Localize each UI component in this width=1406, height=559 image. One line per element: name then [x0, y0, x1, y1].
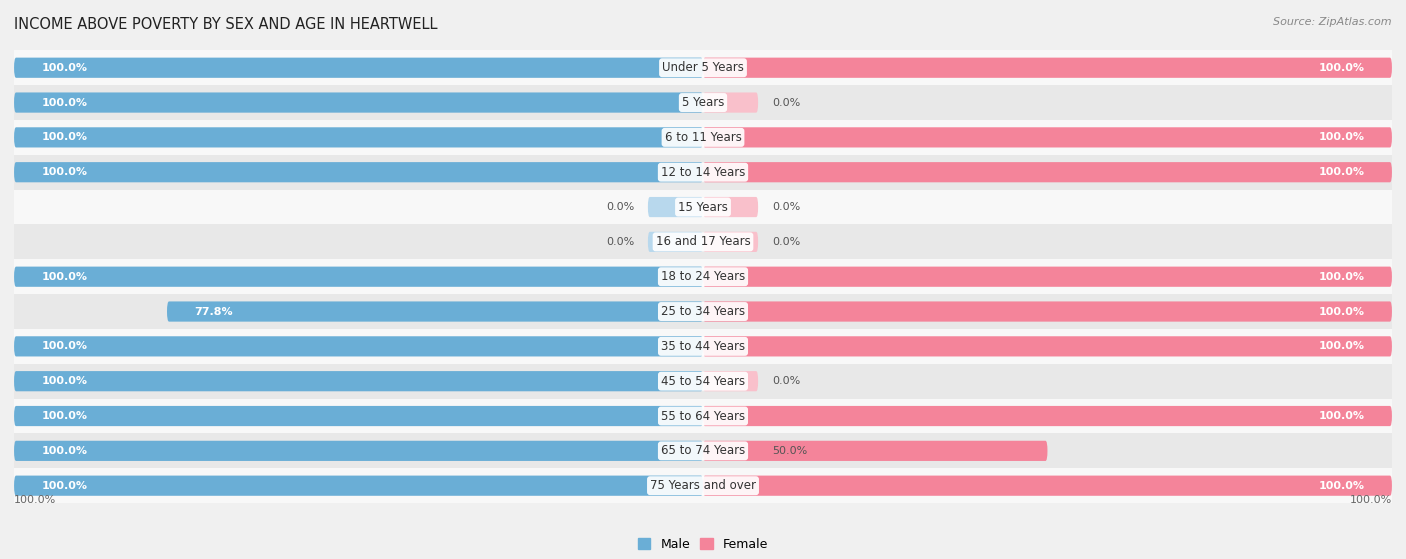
FancyBboxPatch shape: [703, 58, 1392, 78]
Text: 100.0%: 100.0%: [1319, 342, 1364, 352]
FancyBboxPatch shape: [703, 440, 1047, 461]
FancyBboxPatch shape: [14, 92, 703, 113]
FancyBboxPatch shape: [703, 301, 1392, 321]
Text: 18 to 24 Years: 18 to 24 Years: [661, 270, 745, 283]
Bar: [14, 50, 1392, 85]
FancyBboxPatch shape: [703, 406, 1392, 426]
Text: 100.0%: 100.0%: [1319, 167, 1364, 177]
Text: 50.0%: 50.0%: [772, 446, 807, 456]
Text: 100.0%: 100.0%: [42, 98, 87, 107]
FancyBboxPatch shape: [14, 406, 703, 426]
Bar: [14, 294, 1392, 329]
Text: 0.0%: 0.0%: [606, 237, 634, 247]
Text: 35 to 44 Years: 35 to 44 Years: [661, 340, 745, 353]
FancyBboxPatch shape: [703, 267, 1392, 287]
Text: 6 to 11 Years: 6 to 11 Years: [665, 131, 741, 144]
Text: 55 to 64 Years: 55 to 64 Years: [661, 410, 745, 423]
Bar: [14, 259, 1392, 294]
Text: 16 and 17 Years: 16 and 17 Years: [655, 235, 751, 248]
Text: 65 to 74 Years: 65 to 74 Years: [661, 444, 745, 457]
Bar: [14, 468, 1392, 503]
Bar: [14, 364, 1392, 399]
Text: 100.0%: 100.0%: [42, 132, 87, 143]
Text: 100.0%: 100.0%: [1319, 63, 1364, 73]
Text: 15 Years: 15 Years: [678, 201, 728, 214]
FancyBboxPatch shape: [14, 476, 703, 496]
Text: INCOME ABOVE POVERTY BY SEX AND AGE IN HEARTWELL: INCOME ABOVE POVERTY BY SEX AND AGE IN H…: [14, 17, 437, 32]
Text: 75 Years and over: 75 Years and over: [650, 479, 756, 492]
Text: 100.0%: 100.0%: [42, 342, 87, 352]
Text: Under 5 Years: Under 5 Years: [662, 61, 744, 74]
Text: 0.0%: 0.0%: [772, 237, 800, 247]
FancyBboxPatch shape: [167, 301, 703, 321]
Text: 0.0%: 0.0%: [772, 376, 800, 386]
Text: 100.0%: 100.0%: [1319, 272, 1364, 282]
FancyBboxPatch shape: [703, 337, 1392, 357]
Bar: [14, 155, 1392, 190]
FancyBboxPatch shape: [703, 371, 758, 391]
Text: 100.0%: 100.0%: [1319, 132, 1364, 143]
FancyBboxPatch shape: [648, 232, 703, 252]
Bar: [14, 329, 1392, 364]
Text: 100.0%: 100.0%: [42, 167, 87, 177]
Text: 5 Years: 5 Years: [682, 96, 724, 109]
Text: 0.0%: 0.0%: [772, 202, 800, 212]
FancyBboxPatch shape: [14, 371, 703, 391]
Text: 100.0%: 100.0%: [1319, 306, 1364, 316]
FancyBboxPatch shape: [648, 197, 703, 217]
Text: 45 to 54 Years: 45 to 54 Years: [661, 375, 745, 388]
Legend: Male, Female: Male, Female: [633, 533, 773, 556]
FancyBboxPatch shape: [703, 197, 758, 217]
FancyBboxPatch shape: [703, 476, 1392, 496]
Text: 100.0%: 100.0%: [42, 446, 87, 456]
Text: Source: ZipAtlas.com: Source: ZipAtlas.com: [1274, 17, 1392, 27]
FancyBboxPatch shape: [14, 162, 703, 182]
Text: 100.0%: 100.0%: [14, 495, 56, 505]
FancyBboxPatch shape: [14, 127, 703, 148]
FancyBboxPatch shape: [14, 58, 703, 78]
Text: 100.0%: 100.0%: [42, 376, 87, 386]
FancyBboxPatch shape: [703, 127, 1392, 148]
Bar: [14, 190, 1392, 225]
Text: 100.0%: 100.0%: [1319, 481, 1364, 491]
Text: 0.0%: 0.0%: [606, 202, 634, 212]
Text: 77.8%: 77.8%: [194, 306, 233, 316]
Bar: [14, 433, 1392, 468]
Text: 100.0%: 100.0%: [42, 481, 87, 491]
Text: 100.0%: 100.0%: [1319, 411, 1364, 421]
FancyBboxPatch shape: [703, 162, 1392, 182]
FancyBboxPatch shape: [14, 440, 703, 461]
Bar: [14, 225, 1392, 259]
Bar: [14, 399, 1392, 433]
Text: 100.0%: 100.0%: [42, 63, 87, 73]
Text: 25 to 34 Years: 25 to 34 Years: [661, 305, 745, 318]
Text: 0.0%: 0.0%: [772, 98, 800, 107]
Text: 12 to 14 Years: 12 to 14 Years: [661, 165, 745, 179]
Text: 100.0%: 100.0%: [42, 411, 87, 421]
FancyBboxPatch shape: [14, 337, 703, 357]
Bar: [14, 120, 1392, 155]
Bar: [14, 85, 1392, 120]
Text: 100.0%: 100.0%: [1350, 495, 1392, 505]
FancyBboxPatch shape: [14, 267, 703, 287]
FancyBboxPatch shape: [703, 92, 758, 113]
Text: 100.0%: 100.0%: [42, 272, 87, 282]
FancyBboxPatch shape: [703, 232, 758, 252]
